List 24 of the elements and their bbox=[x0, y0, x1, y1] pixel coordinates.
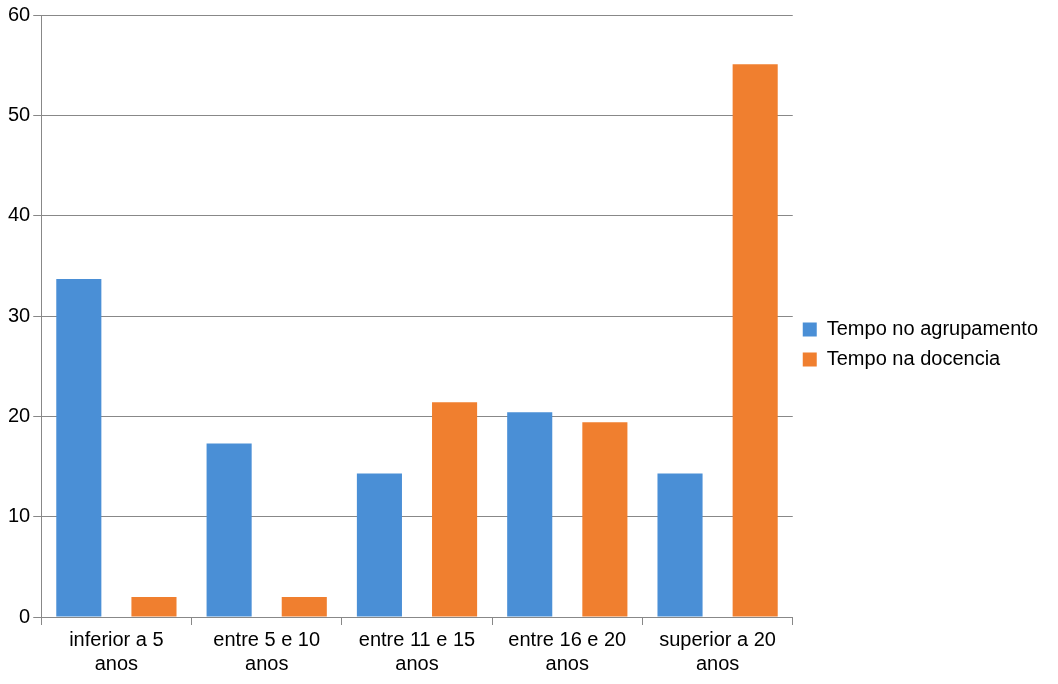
legend-label: Tempo no agrupamento bbox=[826, 317, 1038, 340]
y-tick-label: 20 bbox=[8, 403, 31, 426]
x-tick-label: superior a 20 anos bbox=[659, 627, 776, 674]
y-tick-label: 60 bbox=[8, 2, 31, 25]
x-tick-label: entre 5 e 10 anos bbox=[213, 627, 321, 674]
bar bbox=[657, 473, 703, 617]
bar bbox=[356, 473, 402, 617]
bar bbox=[131, 596, 177, 617]
bar bbox=[507, 412, 553, 617]
y-tick-label: 0 bbox=[19, 604, 31, 627]
bar bbox=[281, 596, 327, 617]
x-tick-label: entre 11 e 15 anos bbox=[358, 627, 476, 674]
bar bbox=[56, 278, 102, 617]
legend-label: Tempo na docencia bbox=[826, 347, 1002, 370]
bar bbox=[582, 422, 628, 617]
bar bbox=[732, 64, 778, 617]
y-tick-label: 40 bbox=[8, 203, 31, 226]
bar bbox=[206, 443, 252, 617]
x-tick-label: inferior a 5 anos bbox=[69, 627, 164, 674]
x-tick-label: entre 16 e 20 anos bbox=[508, 627, 627, 674]
y-tick-label: 10 bbox=[8, 504, 31, 527]
bar bbox=[432, 402, 478, 617]
y-tick-label: 50 bbox=[8, 102, 31, 125]
y-tick-label: 30 bbox=[8, 303, 31, 326]
